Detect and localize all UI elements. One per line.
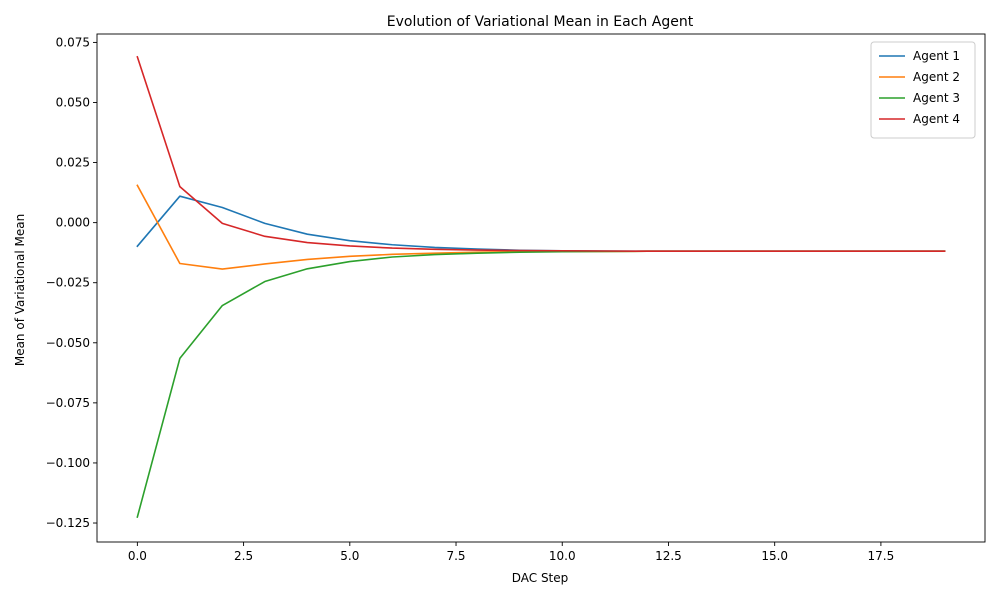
legend: Agent 1 Agent 2 Agent 3 Agent 4 (870, 41, 976, 139)
y-axis-label: Mean of Variational Mean (13, 214, 27, 366)
x-tick-label: 10.0 (549, 549, 576, 563)
x-axis-label: DAC Step (512, 571, 569, 585)
chart-title: Evolution of Variational Mean in Each Ag… (387, 14, 694, 30)
y-axis: −0.125 −0.100 −0.075 −0.050 −0.025 0.000 0.025… (46, 35, 97, 530)
x-axis: 0.0 2.5 5.0 7.5 10.0 12.5 15.0 17.5 (128, 542, 894, 563)
series-line-agent-4 (136, 55, 946, 253)
y-tick-label: −0.025 (46, 276, 90, 290)
x-tick-label: 2.5 (234, 549, 253, 563)
plot-frame (96, 33, 986, 543)
x-tick-label: 12.5 (655, 549, 682, 563)
legend-label-agent-1: Agent 1 (913, 49, 960, 63)
legend-label-agent-4: Agent 4 (913, 112, 960, 126)
y-tick-label: 0.025 (56, 156, 90, 170)
y-tick-label: 0.000 (56, 216, 90, 230)
x-tick-label: 5.0 (340, 549, 359, 563)
series-line-agent-2 (136, 184, 946, 270)
y-tick-label: 0.075 (56, 35, 90, 49)
y-tick-label: −0.050 (46, 336, 90, 350)
x-tick-label: 7.5 (446, 549, 465, 563)
legend-label-agent-3: Agent 3 (913, 91, 960, 105)
legend-box (870, 41, 976, 139)
series-line-agent-1 (136, 195, 946, 253)
y-tick-label: −0.100 (46, 456, 90, 470)
x-tick-label: 0.0 (128, 549, 147, 563)
series-line-agent-3 (136, 250, 946, 518)
x-tick-label: 15.0 (761, 549, 788, 563)
plot-area (96, 33, 986, 543)
legend-label-agent-2: Agent 2 (913, 70, 960, 84)
y-tick-label: −0.125 (46, 516, 90, 530)
y-tick-label: −0.075 (46, 396, 90, 410)
x-tick-label: 17.5 (868, 549, 895, 563)
y-tick-label: 0.050 (56, 95, 90, 109)
